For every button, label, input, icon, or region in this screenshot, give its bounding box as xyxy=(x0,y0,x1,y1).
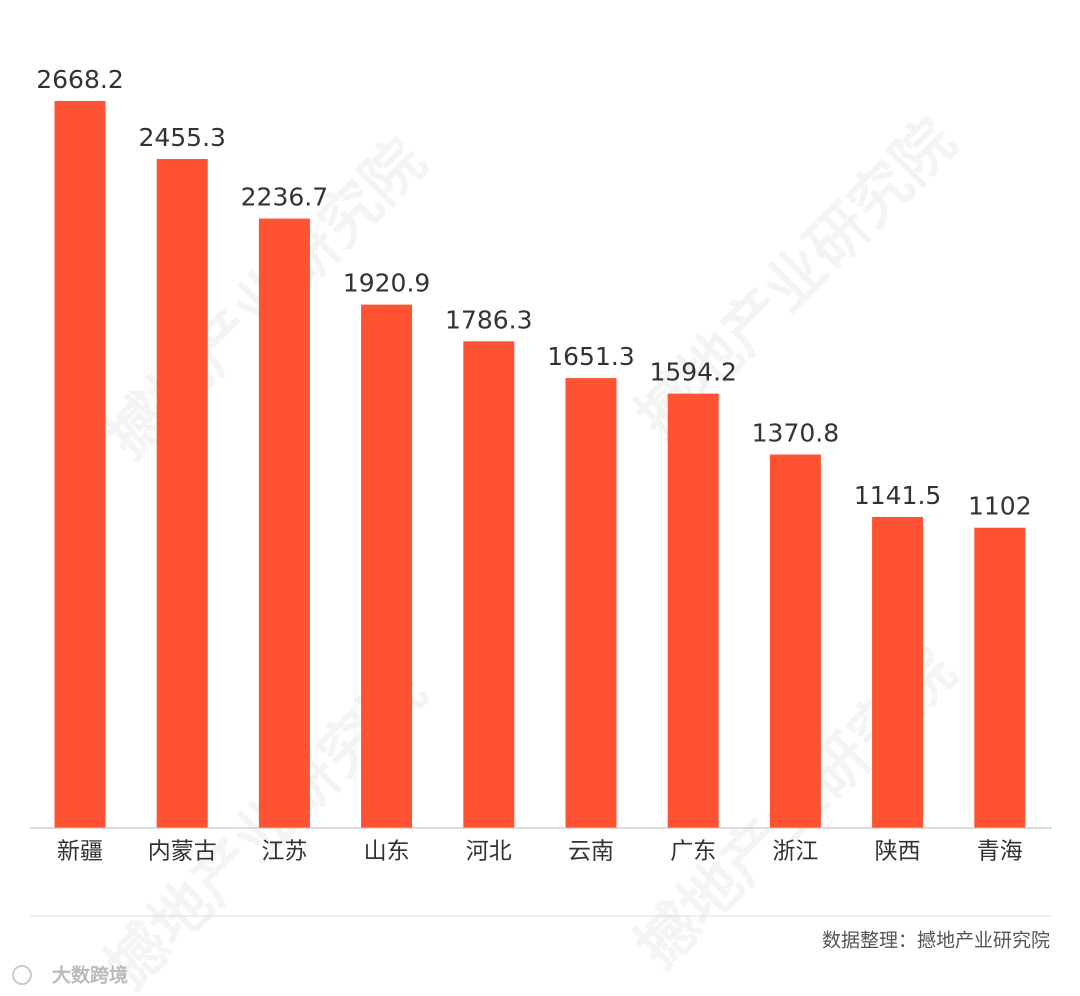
bar xyxy=(361,304,413,828)
bar xyxy=(156,159,208,828)
value-label: 2668.2 xyxy=(36,65,123,94)
x-tick-label: 新疆 xyxy=(57,839,103,865)
bar xyxy=(872,516,924,828)
bar xyxy=(974,527,1026,828)
value-label: 2455.3 xyxy=(138,123,225,152)
logo-text: 大数跨境 xyxy=(52,964,128,987)
value-label: 1102 xyxy=(968,492,1032,521)
x-tick-label: 浙江 xyxy=(772,839,818,865)
value-label: 2236.7 xyxy=(241,183,328,212)
bar xyxy=(667,393,719,828)
source-note: 数据整理：撼地产业研究院 xyxy=(822,930,1050,952)
value-label: 1141.5 xyxy=(854,481,941,510)
x-tick-label: 山东 xyxy=(364,839,410,865)
value-label: 1786.3 xyxy=(445,305,532,334)
watermarks: 撼地产业研究院 撼地产业研究院 撼地产业研究院 撼地产业研究院 xyxy=(93,106,969,996)
value-label: 1651.3 xyxy=(547,342,634,371)
value-label: 1370.8 xyxy=(752,419,839,448)
logo-icon xyxy=(12,965,32,985)
value-label: 1920.9 xyxy=(343,269,430,298)
x-tick-label: 河北 xyxy=(466,839,512,865)
x-tick-label: 内蒙古 xyxy=(148,839,217,865)
x-tick-label: 广东 xyxy=(670,839,716,865)
bar xyxy=(463,341,515,828)
x-tick-label: 青海 xyxy=(977,839,1023,865)
bar xyxy=(769,454,821,828)
x-tick-label: 江苏 xyxy=(261,839,307,865)
x-tick-label: 云南 xyxy=(568,839,614,865)
x-tick-label: 陕西 xyxy=(875,839,921,865)
value-label: 1594.2 xyxy=(649,358,736,387)
bar xyxy=(565,378,617,828)
bar xyxy=(258,218,310,829)
bar xyxy=(54,101,106,828)
